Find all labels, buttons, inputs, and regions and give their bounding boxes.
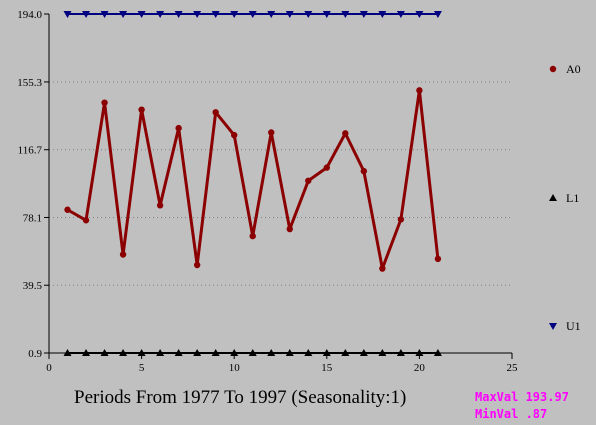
data-point-a0 <box>175 124 182 132</box>
data-point-u1 <box>100 11 109 19</box>
x-tick-labels: 0 5 10 15 20 25 <box>46 362 518 374</box>
data-point-l1 <box>63 349 72 357</box>
x-tick-label: 20 <box>414 362 426 374</box>
legend-item-u1: U1 <box>549 319 581 333</box>
series-u1 <box>63 11 442 19</box>
legend-marker-a0 <box>549 65 557 73</box>
data-point-l1 <box>211 349 220 357</box>
data-point-a0 <box>82 217 90 224</box>
data-point-u1 <box>304 11 313 19</box>
data-point-l1 <box>359 349 368 357</box>
legend-label-l1: L1 <box>566 191 579 205</box>
data-point-a0 <box>138 106 145 113</box>
data-series <box>63 11 442 357</box>
y-tick-labels: 0.9 39.5 78.1 116.7 155.3 194.0 <box>17 9 42 360</box>
data-point-l1 <box>248 349 257 357</box>
data-point-l1 <box>193 349 202 357</box>
data-point-u1 <box>211 11 220 19</box>
data-point-a0 <box>249 232 256 240</box>
data-point-u1 <box>156 11 165 19</box>
series-a0 <box>64 87 442 272</box>
data-point-l1 <box>82 349 91 357</box>
y-tick-label: 78.1 <box>23 212 42 224</box>
data-point-l1 <box>322 349 331 357</box>
data-point-l1 <box>341 349 350 357</box>
data-point-u1 <box>267 11 276 19</box>
legend-label-u1: U1 <box>566 319 581 333</box>
data-point-u1 <box>359 11 368 19</box>
data-point-l1 <box>285 349 294 357</box>
data-point-a0 <box>156 202 164 209</box>
data-point-u1 <box>415 11 424 19</box>
data-point-l1 <box>433 349 442 357</box>
max-value-label: MaxVal 193.97 <box>475 390 569 404</box>
data-point-a0 <box>360 167 368 175</box>
min-value-label: MinVal .87 <box>475 407 548 421</box>
x-tick-label: 0 <box>46 362 52 374</box>
data-point-u1 <box>193 11 202 19</box>
legend-item-a0: A0 <box>549 62 581 76</box>
data-point-l1 <box>378 349 387 357</box>
data-point-l1 <box>415 349 424 357</box>
data-point-a0 <box>212 109 219 116</box>
data-point-a0 <box>231 131 238 139</box>
x-axis-title: Periods From 1977 To 1997 (Seasonality:1… <box>74 387 407 408</box>
data-point-l1 <box>156 349 165 357</box>
data-point-l1 <box>304 349 313 357</box>
data-point-a0 <box>397 216 405 223</box>
legend: A0 L1 U1 <box>549 62 581 333</box>
data-point-l1 <box>230 349 239 357</box>
x-tick-label: 15 <box>321 362 333 374</box>
series-line-a0 <box>66 88 440 271</box>
data-point-a0 <box>101 99 108 106</box>
y-tick-label: 0.9 <box>28 348 42 360</box>
data-point-u1 <box>174 11 183 19</box>
data-point-u1 <box>285 11 294 19</box>
legend-item-l1: L1 <box>549 191 579 205</box>
data-point-a0 <box>268 129 275 136</box>
data-point-a0 <box>119 251 127 258</box>
data-point-l1 <box>100 349 109 357</box>
x-tick-label: 5 <box>139 362 145 374</box>
data-point-l1 <box>137 349 146 357</box>
y-tick-label: 194.0 <box>17 9 42 21</box>
series-l1 <box>63 349 442 357</box>
data-point-l1 <box>267 349 276 357</box>
data-point-a0 <box>286 225 293 233</box>
data-point-u1 <box>119 11 128 19</box>
data-point-a0 <box>342 130 349 137</box>
data-point-u1 <box>63 11 72 19</box>
data-point-u1 <box>378 11 387 19</box>
data-point-a0 <box>379 265 386 272</box>
legend-marker-u1 <box>549 323 557 330</box>
data-point-l1 <box>396 349 405 357</box>
data-point-l1 <box>119 349 128 357</box>
y-tick-label: 155.3 <box>17 77 42 89</box>
legend-label-a0: A0 <box>566 62 581 76</box>
data-point-u1 <box>137 11 146 19</box>
legend-marker-l1 <box>549 194 557 201</box>
data-point-a0 <box>193 261 201 269</box>
x-tick-label: 10 <box>229 362 241 374</box>
data-point-a0 <box>416 87 423 94</box>
data-point-u1 <box>82 11 91 19</box>
data-point-a0 <box>323 164 330 171</box>
data-point-a0 <box>434 255 442 263</box>
data-point-a0 <box>305 177 312 184</box>
x-tick-label: 25 <box>507 362 519 374</box>
data-point-u1 <box>230 11 239 19</box>
data-point-u1 <box>341 11 350 19</box>
data-point-l1 <box>174 349 183 357</box>
y-tick-label: 116.7 <box>18 145 43 157</box>
data-point-a0 <box>64 206 71 213</box>
data-point-u1 <box>248 11 257 19</box>
data-point-u1 <box>322 11 331 19</box>
y-tick-label: 39.5 <box>23 280 43 292</box>
data-point-u1 <box>433 11 442 19</box>
data-point-u1 <box>396 11 405 19</box>
